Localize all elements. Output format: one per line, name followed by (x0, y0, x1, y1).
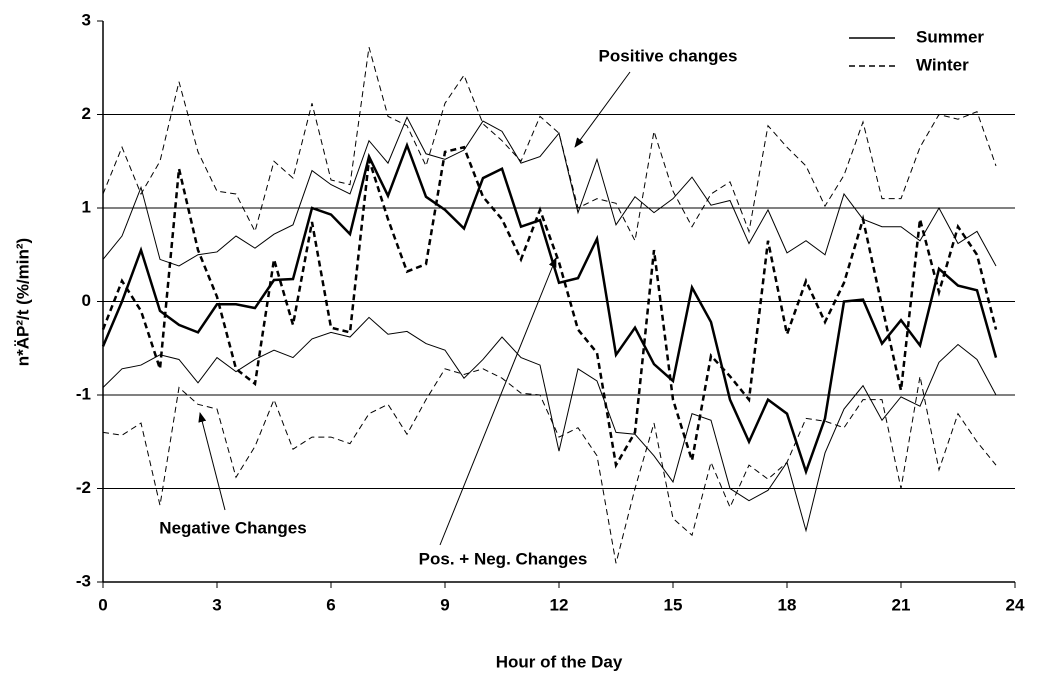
series-line (101, 141, 998, 476)
x-tick-label: 6 (326, 595, 335, 614)
x-tick-label: 3 (212, 595, 221, 614)
y-tick-label: 3 (82, 10, 91, 29)
x-tick-label: 24 (1006, 595, 1025, 614)
y-tick-label: 1 (82, 197, 91, 216)
annotation: Positive changes (599, 46, 738, 65)
y-tick-label: -2 (76, 478, 91, 497)
series-line (102, 116, 997, 267)
y-tick-label: -1 (76, 384, 91, 403)
series-line (101, 145, 998, 469)
x-tick-label: 18 (778, 595, 797, 614)
annotation: Pos. + Neg. Changes (419, 549, 588, 568)
y-tick-label: 2 (82, 104, 91, 123)
x-tick-label: 0 (98, 595, 107, 614)
annotation-arrow (198, 412, 226, 511)
legend-label: Winter (916, 55, 969, 74)
y-axis-label: n*ÄP²/t (%/min²) (13, 238, 32, 366)
annotation-arrow (574, 71, 631, 148)
series-line (102, 316, 997, 533)
x-tick-label: 21 (892, 595, 911, 614)
x-axis-label: Hour of the Day (496, 652, 623, 671)
series-line (102, 47, 997, 243)
x-tick-label: 9 (440, 595, 449, 614)
x-tick-label: 15 (664, 595, 683, 614)
series-line (102, 368, 997, 564)
y-tick-label: 0 (82, 291, 91, 310)
y-tick-label: -3 (76, 571, 91, 590)
x-tick-label: 12 (550, 595, 569, 614)
legend-label: Summer (916, 27, 984, 46)
annotation: Negative Changes (159, 518, 306, 537)
annotation-arrow (439, 257, 557, 546)
